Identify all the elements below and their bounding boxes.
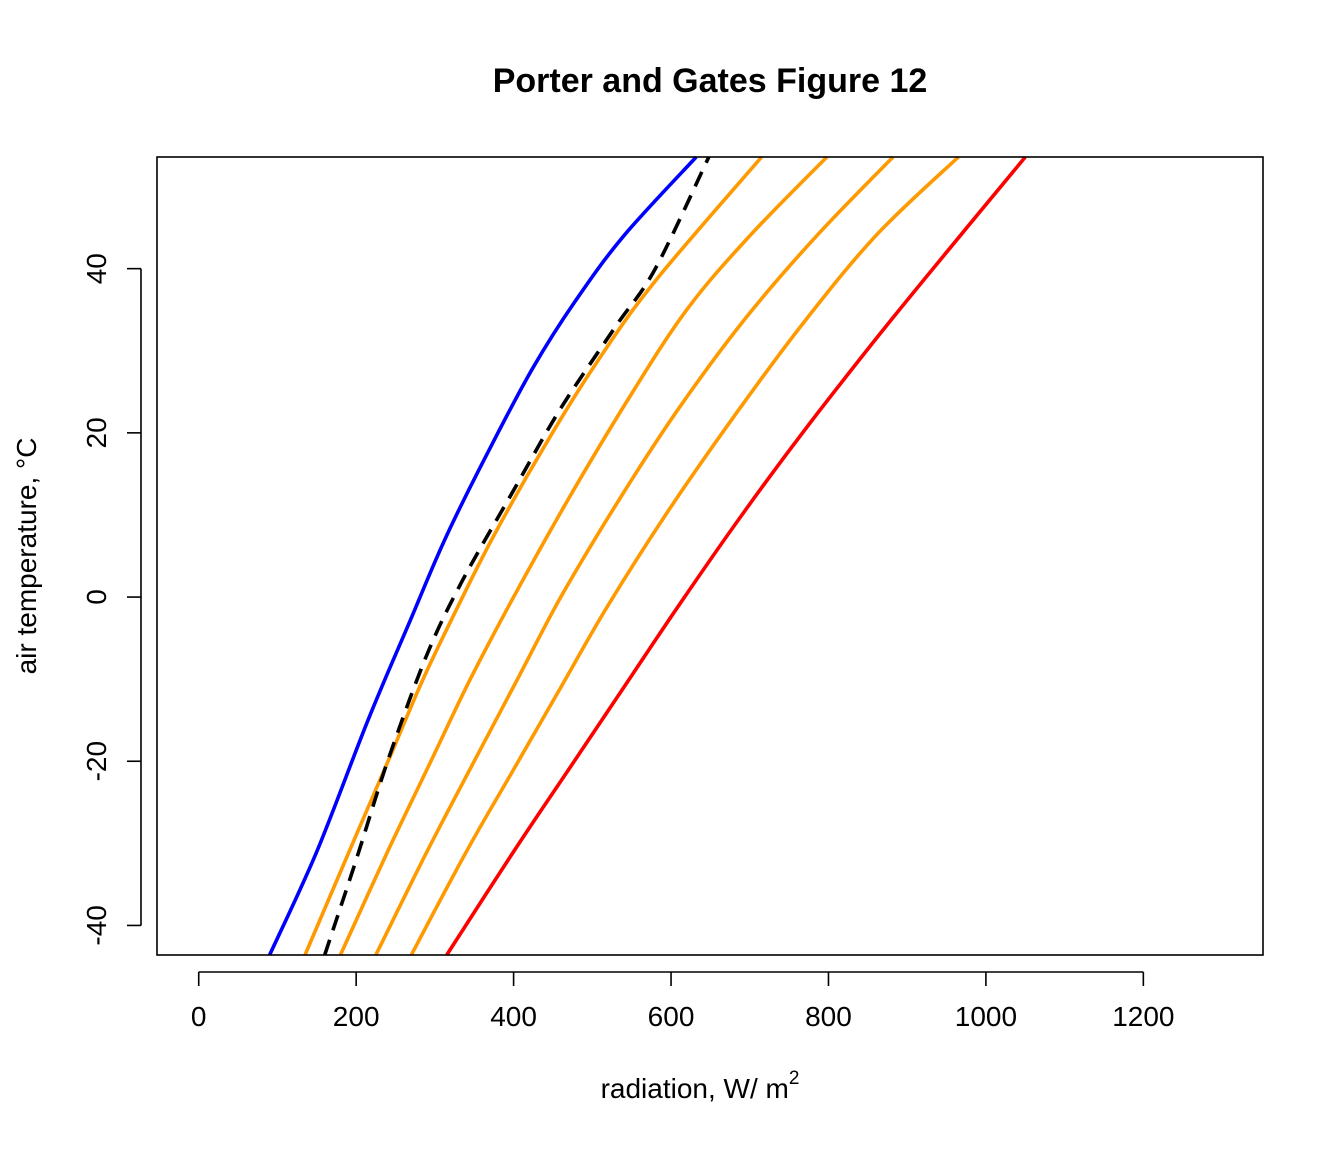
x-axis: 0 200 400 600 800 1000 1200 [191, 971, 1174, 1032]
series-line-3 [322, 156, 711, 956]
x-tick-label: 200 [333, 1001, 380, 1032]
series-line-2 [303, 155, 763, 956]
chart-title: Porter and Gates Figure 12 [493, 62, 928, 100]
x-tick-label: 1200 [1112, 1001, 1174, 1032]
series-line-7 [445, 155, 1027, 956]
y-tick-label: 0 [81, 589, 112, 605]
x-axis-label: radiation, W/ m2 [601, 1068, 800, 1104]
y-tick-label: -40 [81, 905, 112, 945]
x-tick-label: 1000 [955, 1001, 1017, 1032]
series-line-4 [338, 155, 829, 956]
y-axis: -40 -20 0 20 40 [81, 253, 142, 946]
x-tick-label: 0 [191, 1001, 207, 1032]
plot-frame [156, 156, 1264, 956]
x-tick-label: 800 [805, 1001, 852, 1032]
y-tick-label: -20 [81, 741, 112, 781]
y-axis-label: air temperature, °C [11, 438, 42, 675]
series-line-1 [267, 155, 698, 956]
series-line-6 [409, 155, 960, 956]
y-tick-label: 20 [81, 417, 112, 448]
series-layer [267, 155, 1027, 956]
x-axis-label-main: radiation, W/ m [601, 1073, 789, 1104]
x-axis-label-sup: 2 [789, 1068, 800, 1089]
y-tick-label: 40 [81, 253, 112, 284]
x-tick-label: 600 [648, 1001, 695, 1032]
series-line-5 [374, 155, 895, 956]
x-tick-label: 400 [490, 1001, 537, 1032]
